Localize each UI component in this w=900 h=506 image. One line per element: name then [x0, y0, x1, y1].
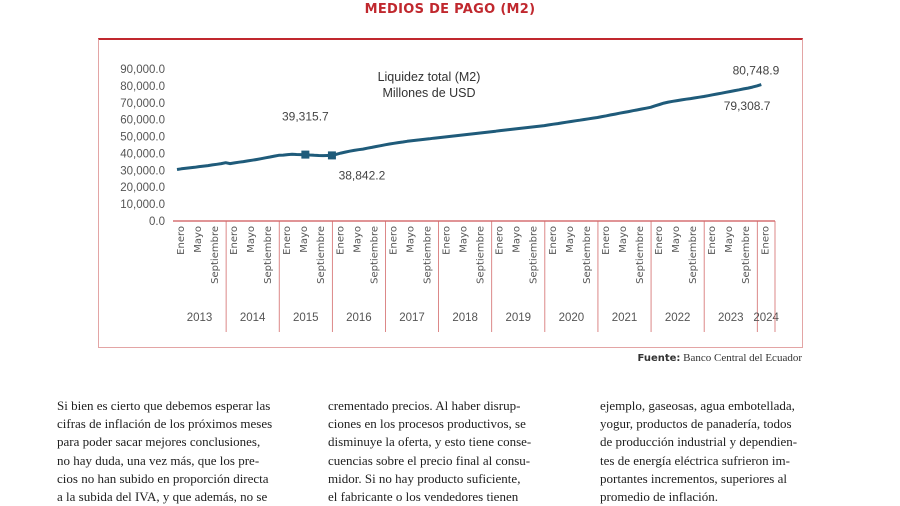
chart-frame: 0.0 10,000.0 20,000.0 30,000.0 40,000.0 50,00…: [98, 38, 803, 348]
x-month-label: Enero: [388, 226, 399, 255]
x-month-label: Septiembre: [529, 226, 540, 284]
x-month-label: Enero: [760, 226, 771, 255]
source-label: Fuente:: [637, 353, 681, 364]
x-month-label: Mayo: [352, 226, 363, 253]
x-month-label: Septiembre: [741, 226, 752, 284]
x-month-label: Mayo: [246, 226, 257, 253]
x-year-label: 2024: [753, 312, 779, 324]
y-tick-label: 80,000.0: [120, 81, 165, 93]
text-column-2: crementado precios. Al haber disrup-cion…: [328, 397, 578, 506]
annotation-marker: [327, 151, 336, 160]
page-title: MEDIOS DE PAGO (M2): [364, 2, 536, 17]
annotation-marker: [301, 150, 310, 159]
x-month-label: Septiembre: [476, 226, 487, 284]
x-month-label: Enero: [282, 226, 293, 255]
x-year-label: 2020: [559, 312, 585, 324]
chart-subtitle: Millones de USD: [382, 86, 475, 100]
x-year-label: 2017: [399, 312, 425, 324]
x-year-label: 2022: [665, 312, 691, 324]
x-month-label: Septiembre: [210, 226, 221, 284]
y-tick-label: 20,000.0: [120, 182, 165, 194]
x-month-label: Septiembre: [422, 226, 433, 284]
source-note: Fuente: Banco Central del Ecuador: [638, 352, 803, 364]
x-year-label: 2015: [293, 312, 319, 324]
x-year-label: 2016: [346, 312, 372, 324]
x-month-label: Septiembre: [369, 226, 380, 284]
x-month-label: Mayo: [512, 226, 523, 253]
x-month-label: Septiembre: [635, 226, 646, 284]
text-line: para poder sacar mejores conclusiones,: [57, 434, 261, 450]
text-line: de producción industrial y dependien-: [600, 434, 798, 450]
annotation-label: 39,315.7: [282, 110, 329, 124]
text-line: crementado precios. Al haber disrup-: [328, 398, 521, 413]
text-line: el fabricante o los vendedores tienen: [328, 489, 519, 505]
x-month-label: Mayo: [618, 226, 629, 253]
text-line: no hay duda, una vez más, que los pre-: [57, 452, 260, 468]
x-month-label: Enero: [335, 226, 346, 255]
y-tick-label: 70,000.0: [120, 98, 165, 110]
y-tick-label: 10,000.0: [120, 199, 165, 211]
x-month-label: Enero: [442, 226, 453, 255]
source-text: Banco Central del Ecuador: [683, 352, 802, 364]
annotation-label: 38,842.2: [339, 168, 386, 182]
x-month-label: Enero: [176, 226, 187, 255]
text-line: ciones en los procesos productivos, se: [328, 416, 526, 432]
x-month-label: Mayo: [405, 226, 416, 253]
text-line: promedio de inflación.: [600, 489, 719, 505]
x-month-label: Enero: [495, 226, 506, 255]
text-line: cifras de inflación de los próximos mese…: [57, 416, 273, 432]
line-chart: 0.0 10,000.0 20,000.0 30,000.0 40,000.0 50,00…: [120, 64, 780, 332]
x-month-label: Septiembre: [582, 226, 593, 284]
text-line: Si bien es cierto que debemos esperar la…: [57, 398, 271, 413]
x-month-label: Enero: [601, 226, 612, 255]
x-month-label: Enero: [548, 226, 559, 255]
text-line: a la subida del IVA, y que además, no se: [57, 489, 268, 505]
x-month-label: Mayo: [299, 226, 310, 253]
text-line: portantes incrementos, superiores al: [600, 470, 787, 486]
text-line: tes de energía eléctrica sufrieron im-: [600, 452, 790, 468]
x-month-label: Enero: [229, 226, 240, 255]
y-tick-label: 30,000.0: [120, 165, 165, 177]
x-month-label: Mayo: [193, 226, 204, 253]
y-tick-label: 0.0: [149, 216, 165, 228]
text-line: yogur, productos de panadería, todos: [600, 416, 792, 432]
y-tick-label: 50,000.0: [120, 132, 165, 144]
y-tick-label: 40,000.0: [120, 148, 165, 160]
x-year-label: 2014: [240, 312, 266, 324]
x-month-label: Mayo: [671, 226, 682, 253]
x-year-label: 2013: [187, 312, 213, 324]
x-year-label: 2018: [452, 312, 478, 324]
text-line: midor. Si no hay producto suficiente,: [328, 470, 521, 486]
x-year-label: 2021: [612, 312, 638, 324]
x-month-label: Mayo: [724, 226, 735, 253]
chart-title: Liquidez total (M2): [378, 70, 481, 84]
x-month-label: Enero: [654, 226, 665, 255]
x-year-label: 2019: [505, 312, 531, 324]
x-year-label: 2023: [718, 312, 744, 324]
text-line: cuencias sobre el precio final al consu-: [328, 452, 531, 468]
x-month-label: Mayo: [459, 226, 470, 253]
y-tick-label: 90,000.0: [120, 64, 165, 76]
text-line: cios no han subido en proporción directa: [57, 470, 269, 486]
annotation-label: 79,308.7: [724, 99, 771, 113]
x-month-label: Septiembre: [316, 226, 327, 284]
y-tick-label: 60,000.0: [120, 115, 165, 127]
x-month-label: Septiembre: [263, 226, 274, 284]
text-column-1: Si bien es cierto que debemos esperar la…: [57, 397, 307, 506]
annotation-label: 80,748.9: [733, 64, 780, 78]
x-month-label: Enero: [707, 226, 718, 255]
text-line: ejemplo, gaseosas, agua embotellada,: [600, 398, 795, 413]
x-month-label: Mayo: [565, 226, 576, 253]
x-month-label: Septiembre: [688, 226, 699, 284]
text-line: disminuye la oferta, y esto tiene conse-: [328, 434, 532, 450]
text-column-3: ejemplo, gaseosas, agua embotellada, yogu…: [600, 397, 850, 506]
m2-series-line: [176, 83, 762, 171]
